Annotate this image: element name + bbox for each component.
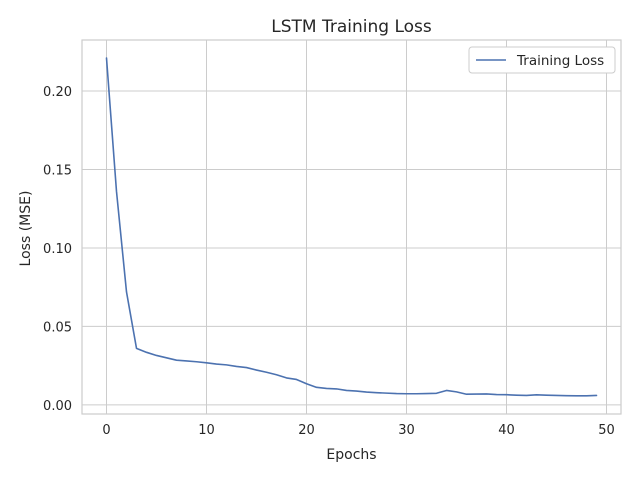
y-tick-label: 0.00 [43,399,72,414]
series-layer [105,57,598,397]
x-tick-label: 30 [398,423,415,438]
y-tick-label: 0.20 [43,85,72,100]
grid [82,40,621,414]
y-tick-label: 0.05 [43,320,72,335]
y-axis-label: Loss (MSE) [18,191,34,267]
legend-entry-training-loss: Training Loss [516,53,604,69]
legend-box [468,46,616,74]
x-tick-label: 0 [102,423,110,438]
axes-frame [81,39,622,415]
x-tick-label: 20 [298,423,315,438]
x-tick-label: 50 [598,423,615,438]
x-tick-label: 40 [498,423,515,438]
y-tick-label: 0.15 [43,163,72,178]
y-tick-label: 0.10 [43,242,72,257]
tick-labels: 0 10 20 30 40 50 0.00 0.05 0.10 0.15 0.20 [43,85,615,438]
x-tick-label: 10 [198,423,215,438]
series-line-training-loss [105,57,598,397]
chart-title: LSTM Training Loss [271,17,432,37]
plot-frame [81,39,622,415]
x-axis-label: Epochs [326,447,376,463]
legend: Training Loss [468,46,616,74]
